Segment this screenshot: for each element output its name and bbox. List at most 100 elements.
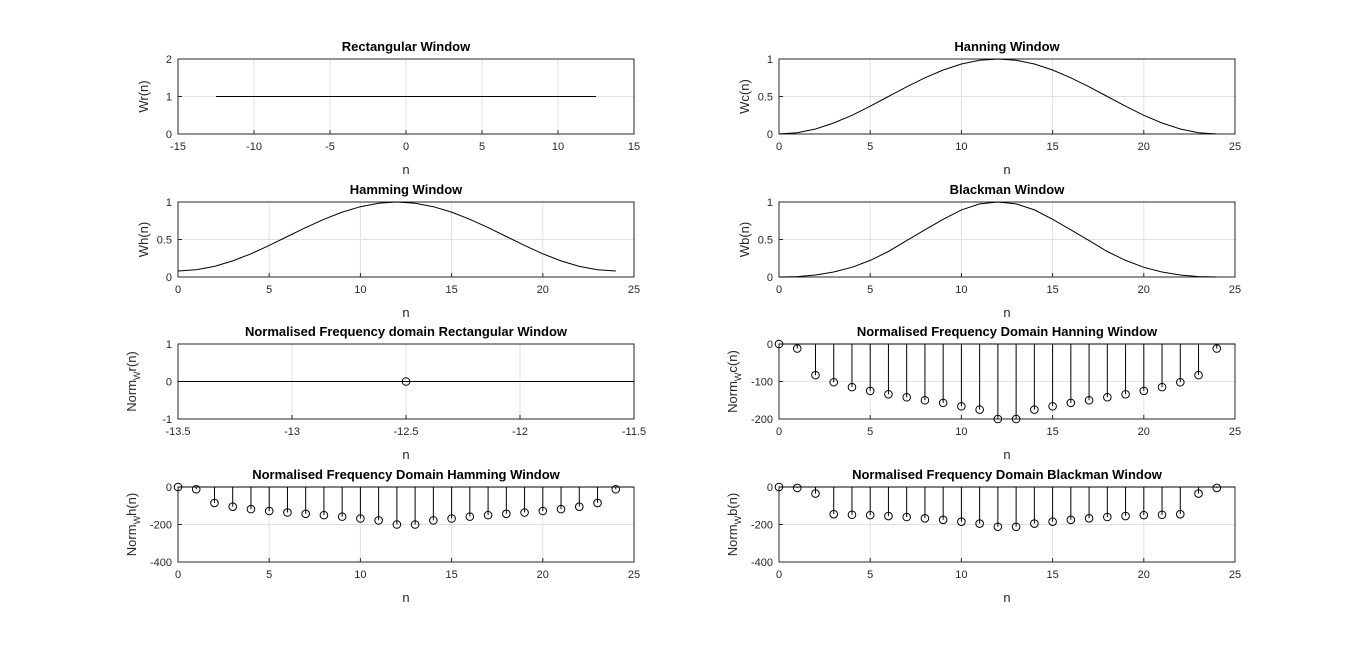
- x-tick-label: 0: [175, 569, 181, 581]
- stem-marker: [1121, 511, 1130, 521]
- chart-title: Blackman Window: [950, 182, 1066, 197]
- x-axis-label: n: [1003, 162, 1010, 177]
- stem-marker: [1212, 344, 1222, 353]
- x-tick-label: 15: [628, 141, 640, 153]
- y-axis-label: NormWb(n): [725, 493, 743, 556]
- x-tick-label: 20: [537, 569, 549, 581]
- stem-marker: [1048, 517, 1057, 526]
- stem-marker: [1066, 515, 1076, 525]
- y-axis-label: Wr(n): [136, 80, 151, 112]
- stem-marker: [1175, 377, 1185, 387]
- stem-marker: [392, 520, 402, 529]
- subplot-freq_rect: -13.5 -13 -12.5 -12 -11.5 -1 0 1 Normalised Freq…: [124, 324, 646, 462]
- y-tick-label: 1: [166, 92, 172, 104]
- stem-marker: [884, 389, 893, 399]
- x-tick-label: 25: [628, 569, 640, 581]
- y-tick-label: -100: [751, 377, 773, 389]
- x-tick-label: 5: [479, 141, 485, 153]
- x-tick-label: 15: [445, 284, 457, 296]
- subplot-freq_hann: 0 5 10 15 20 25 -200 -100 0 Normalised Frequency …: [725, 324, 1241, 462]
- x-tick-label: -11.5: [622, 426, 646, 438]
- y-tick-label: 0: [767, 272, 773, 284]
- x-tick-label: 25: [1229, 284, 1241, 296]
- x-tick-label: -13.5: [165, 426, 190, 438]
- y-tick-label: -200: [751, 414, 773, 426]
- subplot-rect: -15 -10 -5 0 5 10 15 0 1 2 Rectangular Window n Wr(n…: [136, 39, 640, 177]
- x-tick-label: 0: [403, 141, 409, 153]
- y-axis-label: Wh(n): [136, 222, 151, 257]
- subplot-hann: 0 5 10 15 20 25 0 0.5 1 Hanning Window n Wc(n): [737, 39, 1241, 177]
- subplot-freq_hamm: 0 5 10 15 20 25 -400 -200 0 Normalised Frequency …: [124, 467, 640, 605]
- x-tick-label: 20: [537, 284, 549, 296]
- y-axis-label-tail: c(n): [725, 350, 740, 372]
- y-axis-label: NormWc(n): [725, 350, 743, 413]
- y-tick-label: 0: [166, 482, 172, 494]
- x-tick-label: 5: [867, 569, 873, 581]
- stem-marker: [228, 502, 238, 511]
- stem-marker: [884, 511, 893, 521]
- stem-marker: [319, 510, 329, 520]
- stem-marker: [611, 484, 621, 494]
- stem-marker: [792, 344, 802, 353]
- stem-marker: [401, 377, 411, 386]
- x-tick-label: 25: [628, 284, 640, 296]
- stem-marker: [1139, 386, 1149, 396]
- x-axis-label: n: [402, 305, 409, 320]
- y-tick-label: 1: [767, 197, 773, 209]
- stem-marker: [829, 377, 839, 387]
- stem-marker: [429, 516, 438, 525]
- stem-marker: [865, 510, 875, 520]
- stem-marker: [902, 512, 911, 522]
- stem-marker: [1121, 389, 1130, 399]
- stem-marker: [1011, 414, 1021, 424]
- stem-marker: [938, 398, 948, 408]
- x-tick-label: 15: [445, 569, 457, 581]
- x-tick-label: 25: [1229, 426, 1241, 438]
- stem-marker: [865, 386, 875, 396]
- stem-marker: [792, 483, 802, 493]
- chart-title: Normalised Frequency Domain Hamming Wind…: [252, 467, 560, 482]
- stem-marker: [774, 339, 784, 349]
- x-tick-label: 10: [552, 141, 564, 153]
- y-axis-label-main: Norm: [124, 524, 139, 556]
- stem-marker: [1048, 401, 1057, 411]
- subplot-hamm: 0 5 10 15 20 25 0 0.5 1 Hamming Window n Wh(n): [136, 182, 640, 320]
- x-tick-label: -5: [325, 141, 335, 153]
- x-tick-label: 20: [1138, 284, 1150, 296]
- y-axis-label-tail: r(n): [124, 351, 139, 371]
- y-tick-label: -200: [150, 520, 172, 532]
- y-axis-label-tail: h(n): [124, 493, 139, 516]
- stem-marker: [556, 504, 566, 514]
- y-axis-label-main: Norm: [725, 524, 740, 556]
- stem-marker: [920, 514, 930, 523]
- stem-marker: [1084, 395, 1094, 405]
- stem-marker: [337, 512, 347, 521]
- x-tick-label: 20: [1138, 141, 1150, 153]
- stem-marker: [847, 510, 857, 520]
- x-axis-label: n: [1003, 590, 1010, 605]
- x-tick-label: 20: [1138, 426, 1150, 438]
- x-tick-label: 10: [955, 426, 967, 438]
- stem-marker: [465, 512, 475, 521]
- x-tick-label: -12.5: [393, 426, 418, 438]
- stem-marker: [520, 508, 529, 517]
- stem-marker: [1084, 514, 1094, 523]
- y-axis-label-subscript: W: [132, 515, 142, 524]
- x-tick-label: 0: [175, 284, 181, 296]
- y-axis-label: NormWh(n): [124, 493, 142, 556]
- chart-title: Hanning Window: [954, 39, 1060, 54]
- x-tick-label: 0: [776, 284, 782, 296]
- series-line: [778, 201, 1217, 278]
- y-tick-label: -1: [162, 414, 172, 426]
- stem-marker: [283, 508, 292, 517]
- stem-marker: [847, 382, 857, 392]
- x-tick-label: 15: [1046, 569, 1058, 581]
- y-axis-label-subscript: W: [733, 515, 743, 524]
- x-tick-label: 20: [1138, 569, 1150, 581]
- stem-marker: [957, 401, 966, 411]
- y-tick-label: 1: [166, 339, 172, 351]
- stem-marker: [975, 519, 984, 528]
- x-axis-label: n: [1003, 305, 1010, 320]
- stem-marker: [993, 414, 1003, 424]
- x-tick-label: 25: [1229, 569, 1241, 581]
